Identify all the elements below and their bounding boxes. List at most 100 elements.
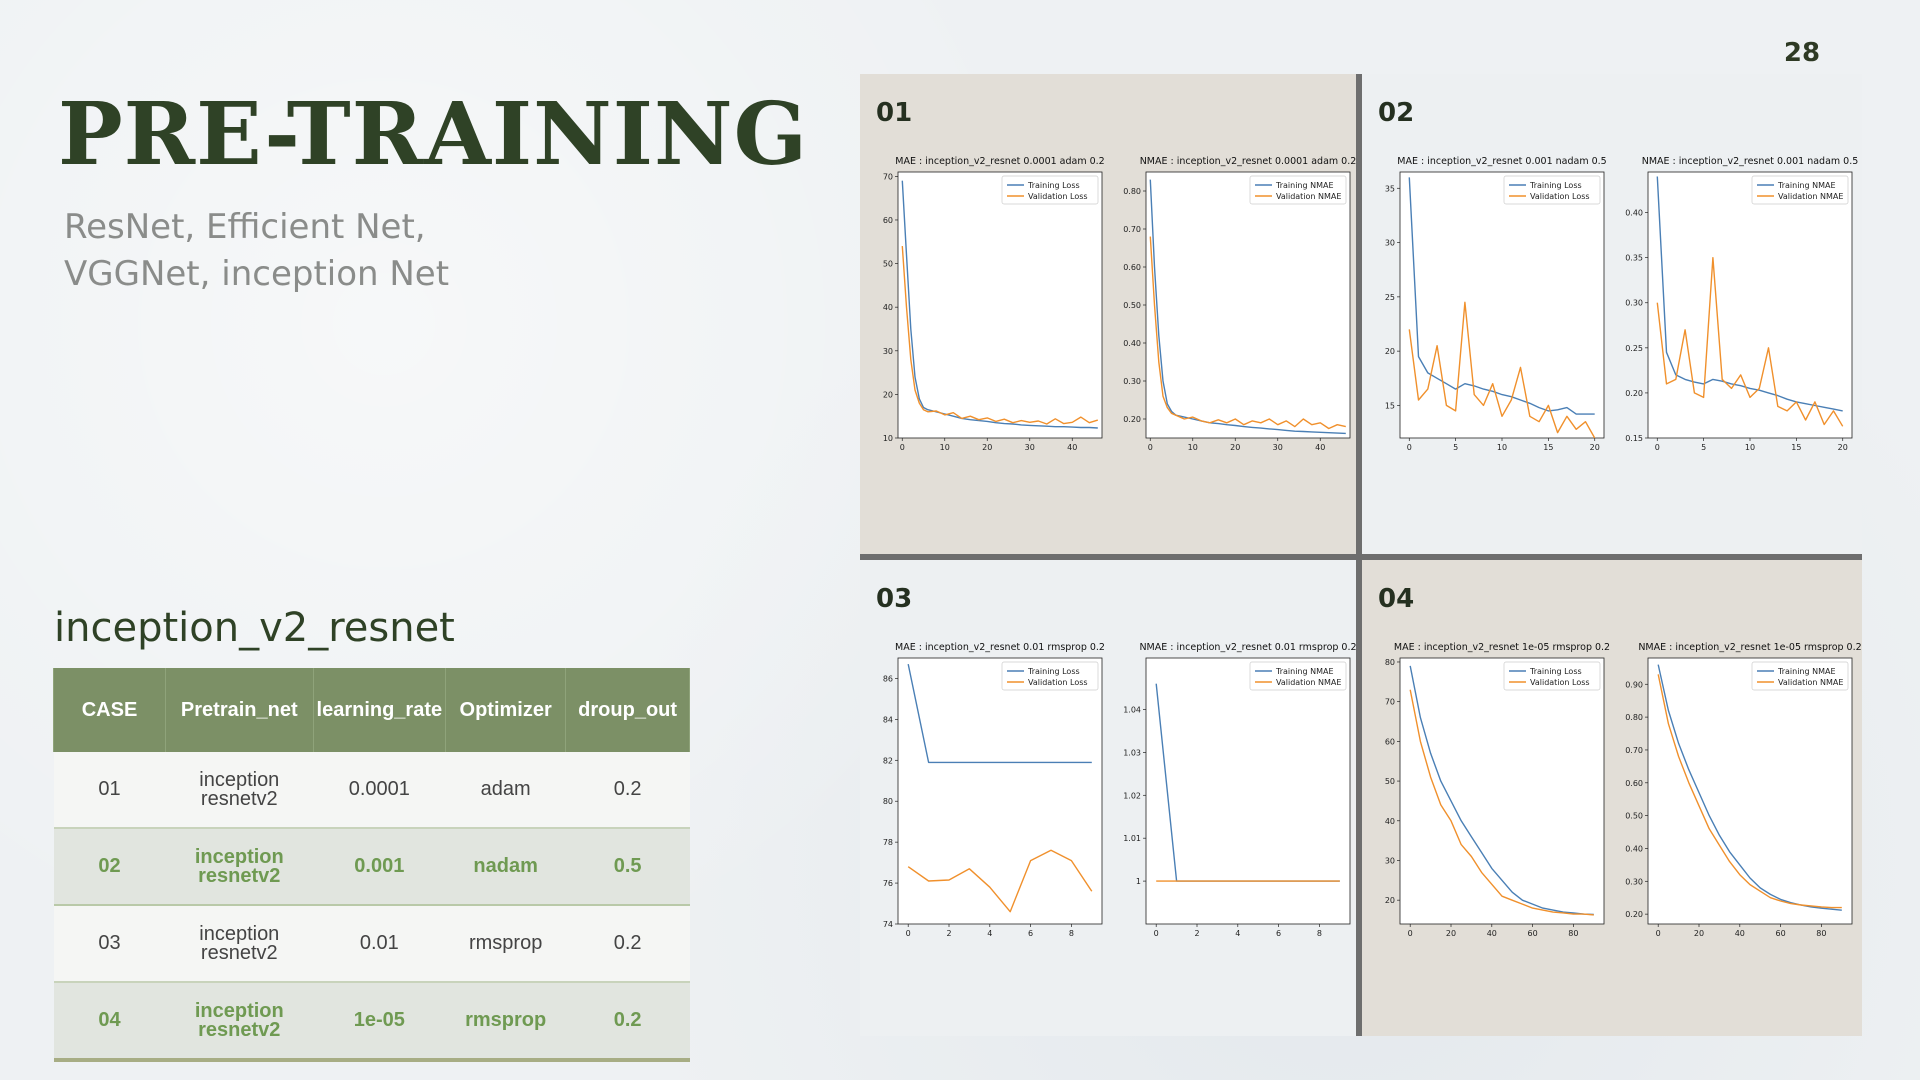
y-tick-label: 76 — [883, 879, 893, 888]
table-row: 04 inception resnetv2 1e-05 rmsprop 0.2 — [53, 982, 690, 1062]
y-tick-label: 0.70 — [1625, 746, 1643, 755]
y-tick-label: 0.20 — [1625, 389, 1643, 398]
x-tick-label: 10 — [1188, 443, 1198, 452]
x-tick-label: 6 — [1028, 929, 1033, 938]
y-tick-label: 0.40 — [1625, 209, 1643, 218]
y-tick-label: 40 — [883, 303, 893, 312]
cell-dropout: 0.2 — [565, 982, 690, 1062]
x-tick-label: 4 — [987, 929, 992, 938]
slide-subtitle: ResNet, Efficient Net, VGGNet, inception… — [64, 204, 449, 298]
x-tick-label: 80 — [1816, 929, 1826, 938]
table-row: 03 inception resnetv2 0.01 rmsprop 0.2 — [53, 905, 690, 983]
cell-net-line: resnetv2 — [198, 1018, 281, 1041]
cell-pretrain-net: inception resnetv2 — [165, 905, 314, 983]
y-tick-label: 25 — [1385, 293, 1395, 302]
column-header-dropout: droup_out — [565, 668, 690, 752]
x-tick-label: 5 — [1453, 443, 1458, 452]
cell-net-line: resnetv2 — [200, 787, 278, 810]
y-tick-label: 20 — [883, 390, 893, 399]
legend-label: Validation NMAE — [1778, 192, 1843, 201]
panel-label: 04 — [1378, 584, 1415, 614]
legend-label: Validation Loss — [1530, 678, 1590, 687]
x-tick-label: 8 — [1317, 929, 1322, 938]
cell-pretrain-net: inception resnetv2 — [165, 828, 314, 906]
x-tick-label: 0 — [1655, 443, 1660, 452]
table-header-row: CASE Pretrain_net learning_rate Optimize… — [52, 668, 690, 752]
cell-optimizer: rmsprop — [445, 982, 566, 1062]
cell-learning-rate: 0.0001 — [313, 752, 446, 829]
x-tick-label: 40 — [1315, 443, 1325, 452]
y-tick-label: 0.30 — [1625, 299, 1643, 308]
x-tick-label: 0 — [1408, 929, 1413, 938]
cell-learning-rate: 1e-05 — [313, 982, 446, 1062]
x-tick-label: 4 — [1235, 929, 1240, 938]
chart-title: MAE : inception_v2_resnet 0.001 nadam 0.… — [1397, 156, 1606, 167]
x-tick-label: 2 — [946, 929, 951, 938]
x-tick-label: 15 — [1791, 443, 1801, 452]
legend-label: Training NMAE — [1777, 667, 1836, 676]
y-tick-label: 0.60 — [1625, 779, 1643, 788]
x-tick-label: 20 — [1446, 929, 1456, 938]
plot-area — [1647, 657, 1853, 925]
x-tick-label: 40 — [1735, 929, 1745, 938]
cell-optimizer: nadam — [445, 828, 566, 906]
cell-learning-rate: 0.001 — [313, 828, 446, 906]
y-tick-label: 15 — [1385, 401, 1395, 410]
y-tick-label: 0.20 — [1123, 415, 1141, 424]
x-tick-label: 10 — [1497, 443, 1507, 452]
y-tick-label: 0.80 — [1123, 187, 1141, 196]
legend-label: Training Loss — [1027, 181, 1080, 190]
x-tick-label: 5 — [1701, 443, 1706, 452]
cell-optimizer: adam — [445, 752, 566, 829]
line-chart: MAE : inception_v2_resnet 0.001 nadam 0.… — [1385, 156, 1607, 452]
series-line — [1409, 665, 1594, 916]
cell-dropout: 0.2 — [565, 905, 690, 983]
x-tick-label: 0 — [1154, 929, 1159, 938]
series-line — [1408, 301, 1596, 439]
cell-pretrain-net: inception resnetv2 — [165, 982, 314, 1062]
legend-box — [1249, 661, 1347, 691]
cell-learning-rate: 0.01 — [313, 905, 446, 983]
legend-label: Training Loss — [1529, 181, 1582, 190]
result-panel-03: 03 MAE : inception_v2_resnet 0.01 rmspro… — [860, 560, 1356, 1036]
chart-title: NMAE : inception_v2_resnet 0.01 rmsprop … — [1139, 642, 1356, 653]
y-tick-label: 30 — [883, 347, 893, 356]
x-tick-label: 15 — [1543, 443, 1553, 452]
series-line — [1657, 664, 1842, 911]
page-number: 28 — [1783, 38, 1821, 68]
line-chart: NMAE : inception_v2_resnet 1e-05 rmsprop… — [1625, 642, 1861, 938]
series-line — [1149, 236, 1346, 430]
series-line — [907, 849, 1093, 913]
line-chart: NMAE : inception_v2_resnet 0.0001 adam 0… — [1123, 156, 1356, 452]
y-tick-label: 30 — [1385, 856, 1395, 865]
y-tick-label: 0.60 — [1123, 263, 1141, 272]
panel-label: 01 — [876, 98, 913, 128]
x-tick-label: 0 — [1407, 443, 1412, 452]
y-tick-label: 0.15 — [1625, 434, 1643, 443]
plot-area — [1399, 171, 1605, 439]
y-tick-label: 10 — [883, 434, 893, 443]
x-tick-label: 20 — [1694, 929, 1704, 938]
legend-label: Training Loss — [1027, 667, 1080, 676]
y-tick-label: 30 — [1385, 239, 1395, 248]
series-line — [907, 663, 1092, 764]
column-header-pretrain-net: Pretrain_net — [165, 668, 314, 752]
y-tick-label: 0.50 — [1123, 301, 1141, 310]
x-tick-label: 8 — [1069, 929, 1074, 938]
chart-title: NMAE : inception_v2_resnet 0.0001 adam 0… — [1140, 156, 1356, 167]
y-tick-label: 0.80 — [1625, 713, 1643, 722]
subtitle-line: VGGNet, inception Net — [64, 254, 450, 294]
x-tick-label: 30 — [1025, 443, 1035, 452]
y-tick-label: 50 — [883, 260, 893, 269]
y-tick-label: 40 — [1385, 817, 1395, 826]
series-line — [901, 180, 1098, 429]
cell-case: 03 — [53, 905, 166, 983]
y-tick-label: 0.35 — [1625, 254, 1643, 263]
cell-case: 02 — [53, 828, 166, 906]
chart-title: MAE : inception_v2_resnet 0.01 rmsprop 0… — [895, 642, 1105, 653]
y-tick-label: 78 — [883, 838, 893, 847]
legend-box — [1503, 661, 1601, 691]
cell-case: 01 — [53, 752, 166, 829]
legend-label: Validation NMAE — [1276, 678, 1341, 687]
legend-label: Validation NMAE — [1276, 192, 1341, 201]
